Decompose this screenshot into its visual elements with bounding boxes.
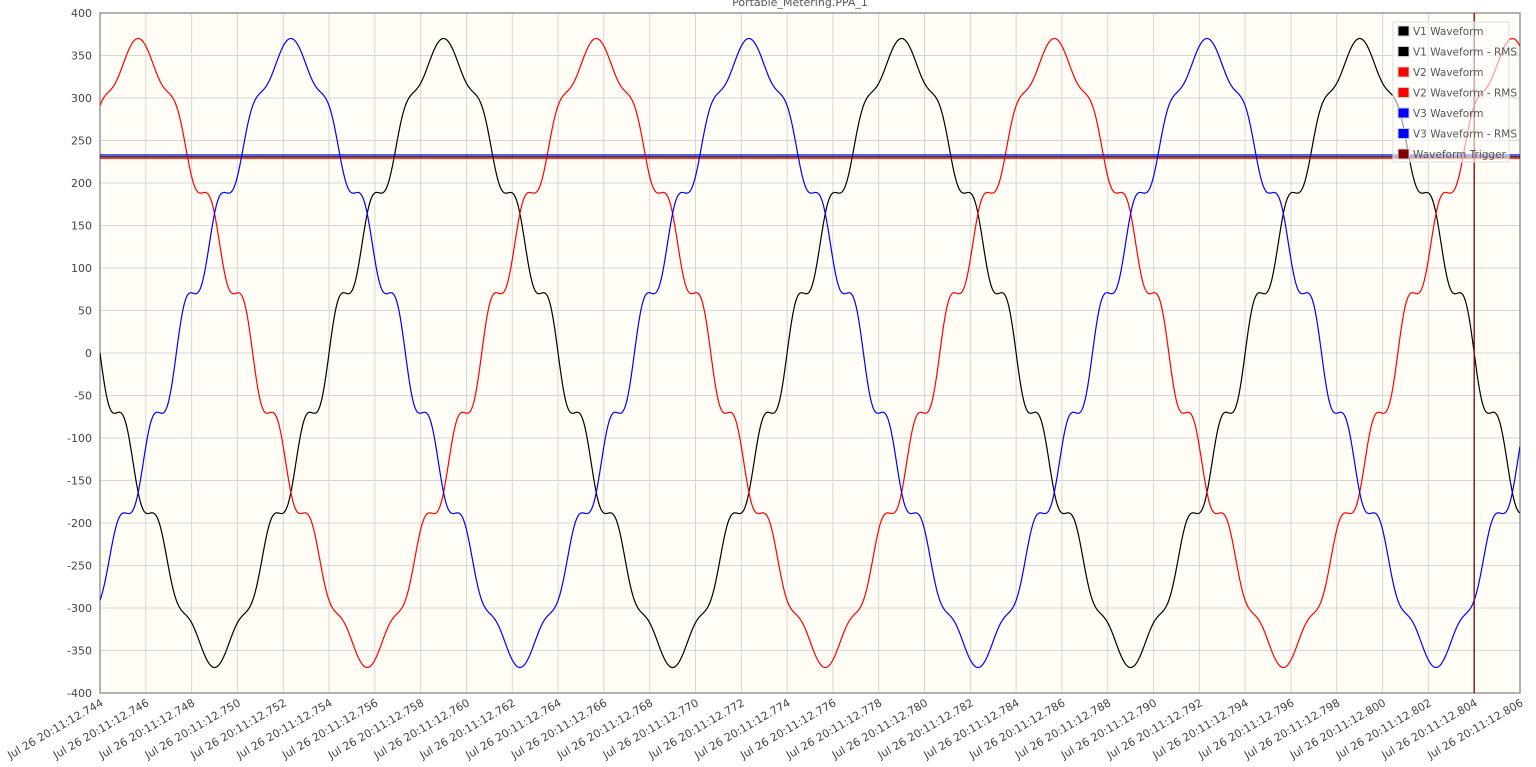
y-tick-label: -300 xyxy=(67,602,92,615)
y-tick-label: -400 xyxy=(67,687,92,700)
legend-entry: V3 Waveform xyxy=(1413,108,1484,120)
legend-swatch xyxy=(1397,25,1410,37)
y-tick-label: 0 xyxy=(85,347,92,360)
legend-entry: V3 Waveform - RMS xyxy=(1413,129,1517,141)
y-tick-label: 350 xyxy=(71,50,92,63)
y-tick-label: -200 xyxy=(67,517,92,530)
legend-swatch xyxy=(1397,107,1410,119)
legend-box xyxy=(1392,21,1510,163)
legend-entry: V2 Waveform - RMS xyxy=(1413,88,1517,100)
y-tick-label: 50 xyxy=(78,305,92,318)
y-tick-label: -250 xyxy=(67,560,92,573)
legend-swatch xyxy=(1397,87,1410,98)
legend-entry: V1 Waveform xyxy=(1413,26,1484,38)
legend-swatch xyxy=(1397,46,1410,57)
legend-swatch xyxy=(1397,148,1410,160)
legend: V1 Waveform V1 Waveform - RMS V2 Waveform V… xyxy=(1392,21,1517,163)
legend-entry: Waveform Trigger xyxy=(1413,149,1507,161)
y-tick-label: -100 xyxy=(67,432,92,445)
y-tick-label: -50 xyxy=(74,390,92,403)
y-tick-label: -150 xyxy=(67,475,92,488)
y-tick-label: 100 xyxy=(71,262,92,275)
legend-swatch xyxy=(1397,128,1410,139)
series-group xyxy=(100,13,1520,693)
y-tick-label: 400 xyxy=(71,7,92,20)
legend-entry: V2 Waveform xyxy=(1413,67,1484,79)
legend-entry: V1 Waveform - RMS xyxy=(1413,47,1517,59)
y-tick-label: 150 xyxy=(71,220,92,233)
legend-swatch xyxy=(1397,66,1410,78)
y-tick-label: 300 xyxy=(71,92,92,105)
chart-title: Portable_Metering.PPA_1 xyxy=(732,0,868,9)
series-line-v2-waveform xyxy=(100,37,1520,669)
y-tick-label: -350 xyxy=(67,645,92,658)
y-tick-label: 200 xyxy=(71,177,92,190)
series-line-v3-waveform xyxy=(100,37,1520,669)
y-tick-label: 250 xyxy=(71,135,92,148)
plot-area: 400 350 300 250 200 150 100 50 0 -50 -100 -150 -200 -… xyxy=(4,7,1525,762)
